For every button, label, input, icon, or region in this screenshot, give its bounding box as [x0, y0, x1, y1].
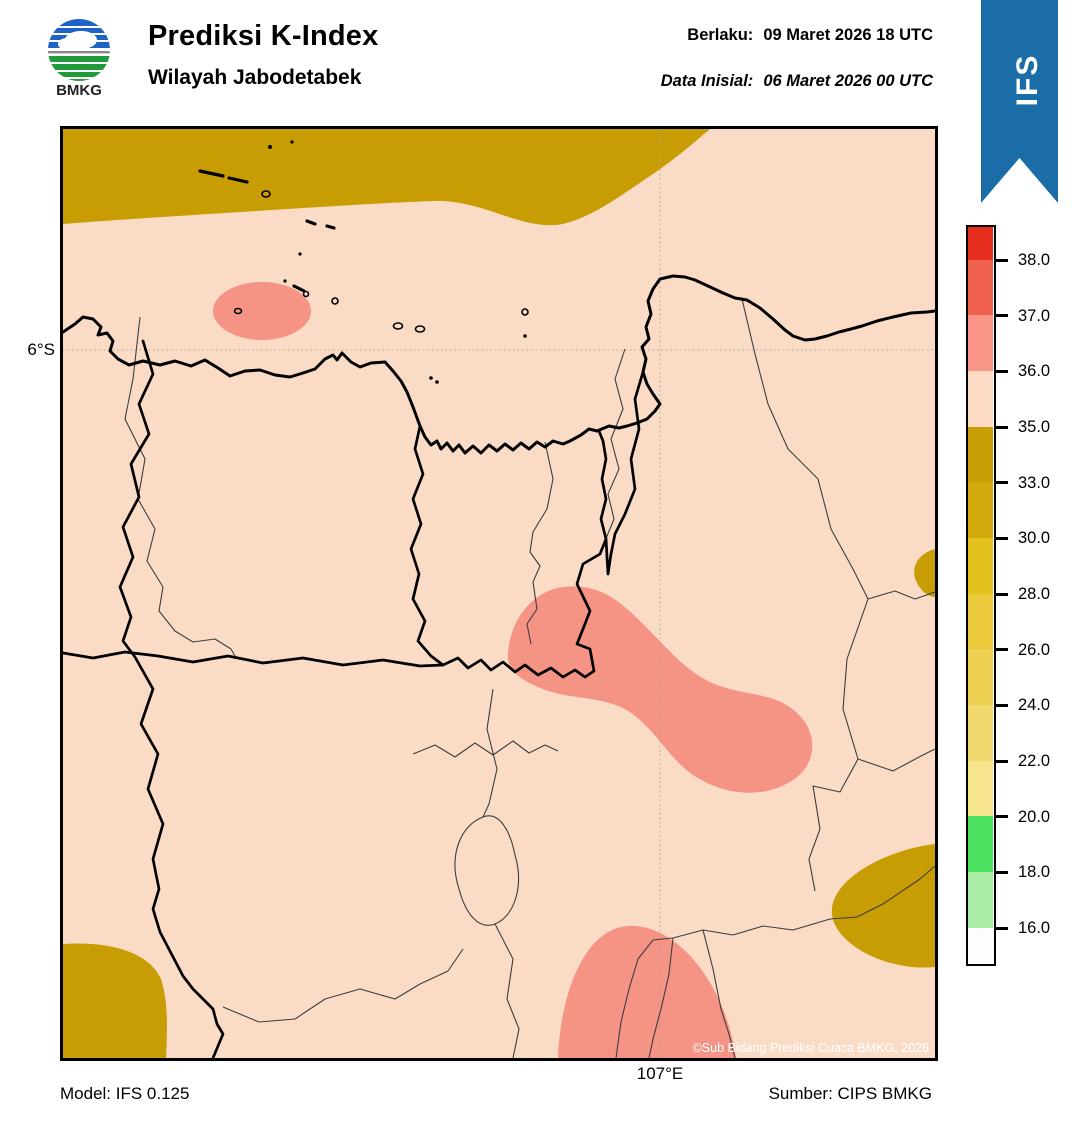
- colorbar-segment: [968, 482, 993, 538]
- colorbar-segment: [968, 315, 993, 371]
- colorbar-tick-label: 28.0: [1018, 585, 1051, 604]
- colorbar-tick-label: 20.0: [1018, 807, 1051, 826]
- lat-axis-label: 6°S: [27, 340, 55, 359]
- colorbar-tick: [995, 926, 1008, 930]
- colorbar-tick: [995, 703, 1008, 707]
- colorbar-segment: [968, 227, 993, 260]
- colorbar-tick-label: 35.0: [1018, 418, 1051, 437]
- model-label: Model: IFS 0.125: [60, 1084, 190, 1103]
- colorbar-tick: [995, 648, 1008, 652]
- colorbar-segment: [968, 760, 993, 817]
- ribbon-banner-icon: IFS: [981, 0, 1058, 203]
- colorbar-tick-label: 16.0: [1018, 919, 1051, 938]
- colorbar-segment: [968, 537, 993, 594]
- colorbar-segment: [968, 816, 993, 872]
- shade-olive-southwest: [63, 943, 167, 1058]
- map-frame: ©Sub Bidang Prediksi Cuaca BMKG, 2026: [60, 126, 938, 1061]
- colorbar-tick-label: 18.0: [1018, 863, 1051, 882]
- colorbar-tick: [995, 592, 1008, 596]
- lon-axis-label: 107°E: [636, 1064, 684, 1083]
- colorbar-tick-label: 38.0: [1018, 251, 1051, 269]
- bmkg-logo-graphic: BMKG: [48, 19, 110, 99]
- init-time-value: 06 Maret 2026 00 UTC: [763, 72, 933, 90]
- page-subtitle: Wilayah Jabodetabek: [148, 66, 362, 89]
- colorbar-tick: [995, 481, 1008, 485]
- colorbar: 38.0 37.0 36.0 35.0 33.0 30.0 28.0 26.0 24.0 22.0…: [966, 225, 1050, 966]
- colorbar-segment: [968, 426, 993, 483]
- graticule: [63, 129, 935, 1058]
- jakarta-boundary: [409, 424, 608, 679]
- colorbar-segment: [968, 704, 993, 761]
- colorbar-tick-label: 36.0: [1018, 362, 1051, 381]
- valid-time-value: 09 Maret 2026 18 UTC: [763, 26, 933, 44]
- colorbar-segment: [968, 593, 993, 650]
- colorbar-tick: [995, 536, 1008, 540]
- colorbar-tick-label: 22.0: [1018, 752, 1051, 771]
- colorbar-tick-label: 26.0: [1018, 640, 1051, 659]
- map-copyright: ©Sub Bidang Prediksi Cuaca BMKG, 2026: [693, 1041, 929, 1055]
- colorbar-tick: [995, 369, 1008, 373]
- islands: [198, 140, 529, 384]
- shade-olive-southeast: [831, 844, 935, 968]
- colorbar-tick: [995, 425, 1008, 429]
- bmkg-logo-label: BMKG: [56, 82, 102, 99]
- colorbar-segment: [968, 871, 993, 928]
- colorbar-tick-label: 24.0: [1018, 696, 1051, 715]
- province-boundaries: [61, 339, 645, 1060]
- model-ribbon: IFS: [981, 0, 1058, 204]
- colorbar-tick: [995, 759, 1008, 763]
- init-time-label: Data Inisial:: [660, 72, 754, 90]
- colorbar-segment: [968, 649, 993, 705]
- bmkg-logo: BMKG: [45, 14, 113, 110]
- colorbar-segment: [968, 370, 993, 427]
- colorbar-segment: [968, 927, 993, 963]
- map-background: [63, 129, 935, 1058]
- shade-olive-east: [914, 549, 935, 597]
- page-title: Prediksi K-Index: [148, 20, 379, 52]
- source-label: Sumber: CIPS BMKG: [768, 1084, 932, 1103]
- coastline: [61, 274, 937, 455]
- shade-olive-north: [63, 129, 710, 226]
- k-index-map: ©Sub Bidang Prediksi Cuaca BMKG, 2026: [61, 129, 937, 1060]
- ribbon-label: IFS: [1011, 54, 1044, 107]
- colorbar-segment: [968, 259, 993, 316]
- colorbar-bar: [966, 225, 996, 966]
- shade-salmon-sea: [213, 282, 311, 340]
- init-time-line: Data Inisial: 06 Maret 2026 00 UTC: [500, 72, 933, 91]
- valid-time-label: Berlaku:: [687, 26, 754, 44]
- colorbar-tick: [995, 870, 1008, 874]
- colorbar-tick: [995, 815, 1008, 819]
- colorbar-tick-label: 37.0: [1018, 306, 1051, 325]
- colorbar-tick: [995, 258, 1008, 262]
- valid-time-line: Berlaku: 09 Maret 2026 18 UTC: [500, 26, 933, 45]
- shade-salmon-south: [558, 925, 736, 1058]
- colorbar-tick-label: 30.0: [1018, 529, 1051, 548]
- shade-layer: [63, 129, 935, 1058]
- shade-salmon-center: [507, 586, 813, 793]
- colorbar-tick: [995, 314, 1008, 318]
- admin-boundaries: [124, 298, 936, 1059]
- colorbar-tick-label: 33.0: [1018, 473, 1051, 492]
